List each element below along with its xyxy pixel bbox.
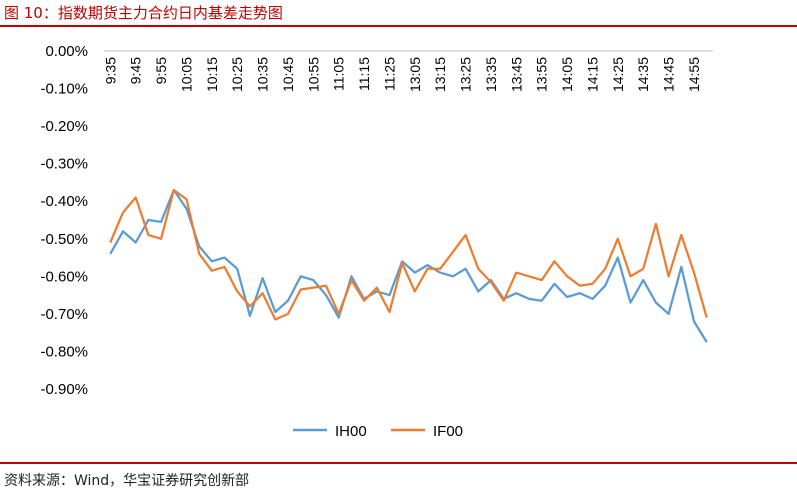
x-tick-label: 14:35 [635,57,651,92]
x-tick-label: 11:15 [356,57,372,91]
x-tick-label: 13:45 [508,57,524,92]
x-tick-label: 13:25 [458,57,474,92]
y-tick-label: -0.10% [40,81,88,98]
x-tick-label: 14:25 [610,57,626,92]
x-tick-label: 10:25 [229,57,245,92]
x-tick-label: 14:55 [686,57,702,92]
x-tick-label: 9:35 [102,57,118,84]
y-tick-label: 0.00% [45,43,88,60]
x-tick-label: 10:05 [178,57,194,92]
legend: IH00 IF00 [293,423,463,440]
x-tick-label: 9:55 [153,57,169,84]
y-tick-label: -0.80% [40,343,88,360]
x-tick-label: 11:25 [381,57,397,91]
legend-label-ih00: IH00 [335,423,367,440]
y-tick-label: -0.70% [40,306,88,323]
source-note: 资料来源：Wind，华宝证券研究创新部 [4,473,250,489]
x-tick-label: 13:55 [534,57,550,92]
title-rule [0,25,797,27]
x-tick-label: 14:15 [584,57,600,92]
x-tick-label: 11:05 [331,57,347,91]
x-tick-label: 13:35 [483,57,499,92]
x-tick-label: 13:15 [432,57,448,92]
x-tick-label: 9:45 [128,57,144,84]
x-tick-label: 10:55 [305,57,321,92]
y-axis: 0.00% -0.10% -0.20% -0.30% -0.40% -0.50% -0.60… [40,43,88,398]
basis-line-chart: 0.00% -0.10% -0.20% -0.30% -0.40% -0.50% -0.60… [40,43,713,440]
y-tick-label: -0.90% [40,381,88,398]
series-line-ih00 [109,188,708,343]
x-tick-label: 10:35 [255,57,271,92]
x-tick-label: 10:45 [280,57,296,92]
x-tick-label: 14:05 [559,57,575,92]
x-axis: 9:35 9:45 9:55 10:05 10:15 10:25 10:35 10:45 10:… [102,50,713,92]
x-tick-label: 14:45 [661,57,677,92]
y-tick-label: -0.20% [40,118,88,135]
legend-label-if00: IF00 [433,423,463,440]
figure-title: 图 10：指数期货主力合约日内基差走势图 [4,4,283,22]
y-tick-label: -0.30% [40,156,88,173]
x-tick-label: 13:05 [407,57,423,92]
y-tick-label: -0.60% [40,268,88,285]
series-lines [109,188,708,343]
series-line-if00 [109,188,708,321]
y-tick-label: -0.50% [40,231,88,248]
source-rule [0,462,797,464]
x-tick-label: 10:15 [204,57,220,92]
y-tick-label: -0.40% [40,193,88,210]
